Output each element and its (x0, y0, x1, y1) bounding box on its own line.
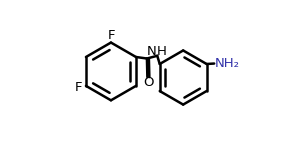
Text: NH₂: NH₂ (215, 57, 240, 70)
Text: O: O (144, 76, 154, 89)
Text: F: F (108, 29, 115, 42)
Text: N: N (147, 45, 157, 58)
Text: H: H (157, 45, 167, 58)
Text: F: F (74, 81, 82, 94)
